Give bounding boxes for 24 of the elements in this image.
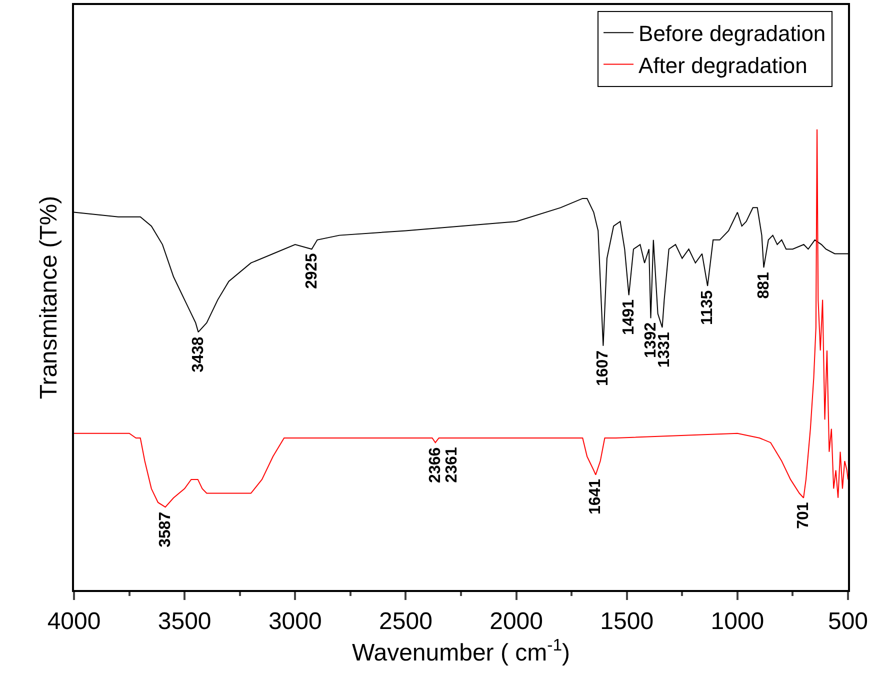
- legend-label: Before degradation: [638, 21, 826, 46]
- annotation: 701: [795, 502, 812, 529]
- x-axis-title: Wavenumber ( cm$^{-1}$): [352, 636, 570, 667]
- x-tick-label: 4000: [47, 608, 101, 635]
- annotation: 1607: [594, 350, 612, 386]
- annotation: 3587: [157, 512, 174, 548]
- annotation: 2366: [426, 447, 444, 483]
- x-tick-label: 2500: [379, 608, 432, 635]
- x-tick-label: 500: [828, 608, 868, 635]
- annotation: 2361: [444, 447, 461, 483]
- annotation: 2925: [304, 253, 321, 289]
- annotation: 1641: [586, 478, 604, 515]
- x-tick-label: 3000: [268, 608, 322, 635]
- annotation: 1331: [656, 332, 673, 368]
- annotation: 881: [756, 272, 773, 299]
- x-tick-label: 1500: [600, 608, 654, 635]
- x-tick-label: 1000: [710, 608, 764, 635]
- y-axis-title: Transmitance (T%): [36, 196, 63, 400]
- annotation: 3438: [190, 336, 208, 372]
- x-tick-label: 3500: [158, 608, 212, 635]
- annotation: 1491: [620, 299, 638, 336]
- legend-label: After degradation: [638, 52, 808, 78]
- x-tick-label: 2000: [490, 608, 543, 635]
- annotation: 1135: [699, 290, 716, 326]
